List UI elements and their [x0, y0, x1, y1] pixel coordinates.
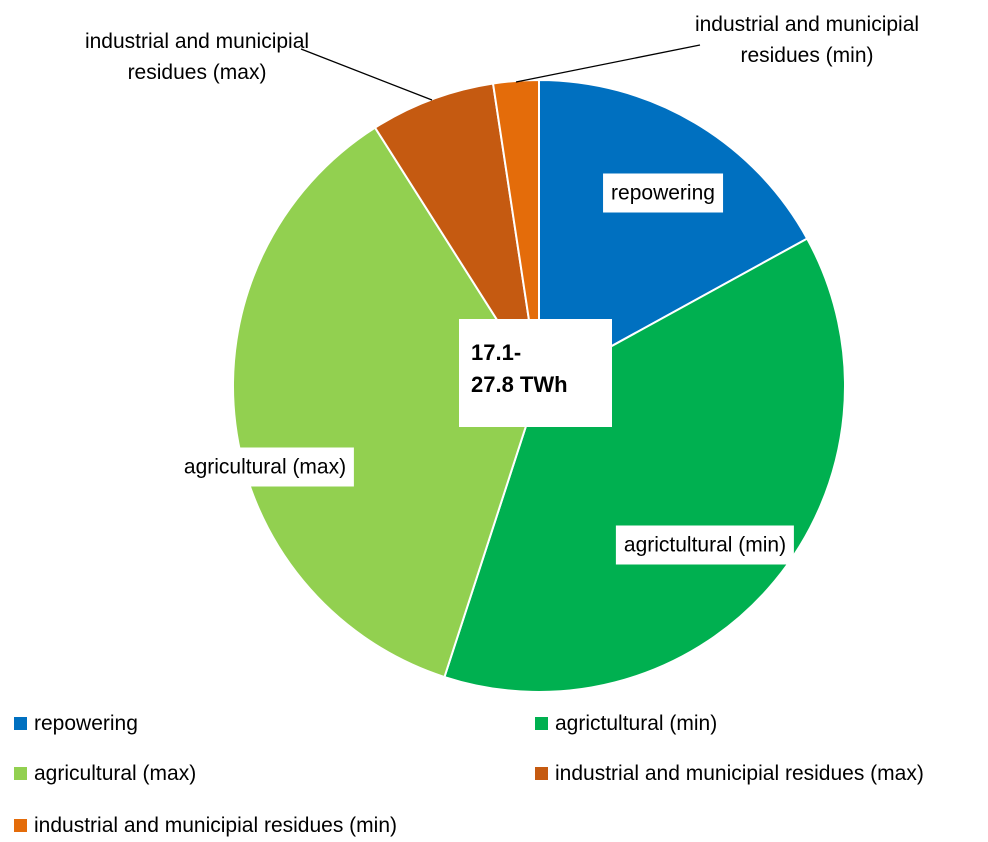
leader-line: [515, 44, 701, 83]
legend-swatch: [535, 767, 548, 780]
data-label: agricultural (max): [175, 447, 355, 487]
legend-label: industrial and municipial residues (min): [34, 814, 397, 837]
data-label: repowering: [603, 173, 723, 213]
pie-slice: [491, 78, 540, 387]
legend-swatch: [14, 819, 27, 832]
legend-item: industrial and municipial residues (max): [535, 762, 924, 786]
center-annotation: 17.1- 27.8 TWh: [459, 319, 612, 427]
pie-slice: [443, 237, 846, 693]
annotation-line: 17.1-: [471, 340, 522, 365]
legend-label: repowering: [34, 712, 138, 735]
data-label: agrictultural (min): [615, 525, 795, 565]
legend-label: industrial and municipial residues (max): [555, 762, 924, 785]
pie-slice: [232, 126, 541, 679]
legend-swatch: [535, 717, 548, 730]
annotation-line: 27.8 TWh: [471, 372, 568, 397]
legend-label: agricultural (max): [34, 762, 197, 785]
legend-item: repowering: [14, 712, 138, 736]
legend-item: agrictultural (min): [535, 712, 717, 736]
legend-label: agrictultural (min): [555, 712, 718, 735]
legend-swatch: [14, 767, 27, 780]
legend-item: industrial and municipial residues (min): [14, 814, 397, 838]
legend-item: agricultural (max): [14, 762, 196, 786]
leader-line: [300, 48, 433, 101]
legend-swatch: [14, 717, 27, 730]
data-label: industrial and municipial residues (max): [84, 30, 310, 84]
pie-slice: [538, 78, 809, 388]
data-label: industrial and municipial residues (min): [694, 13, 920, 67]
